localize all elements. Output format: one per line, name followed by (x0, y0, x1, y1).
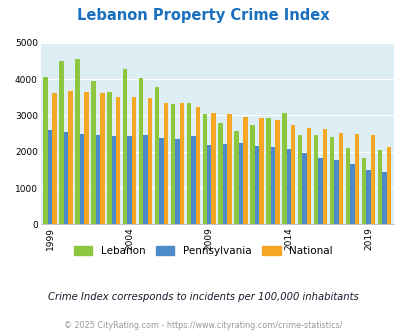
Bar (107, 92, 111, 224)
Bar (48, 130, 52, 224)
Bar (361, 158, 365, 224)
Bar (163, 103, 168, 224)
Bar (386, 148, 390, 224)
Bar (238, 144, 243, 224)
Bar (79, 134, 84, 224)
Bar (270, 147, 275, 224)
Bar (318, 158, 322, 224)
Bar (179, 103, 183, 224)
Bar (258, 118, 263, 224)
Bar (281, 113, 286, 224)
Bar (171, 104, 175, 224)
Bar (116, 97, 120, 224)
Bar (175, 139, 179, 224)
Bar (290, 124, 295, 224)
Bar (59, 61, 64, 224)
Bar (75, 59, 79, 224)
Bar (100, 93, 104, 224)
Bar (195, 107, 200, 224)
Bar (322, 129, 326, 224)
Bar (333, 160, 338, 224)
Bar (306, 128, 311, 224)
Bar (302, 152, 306, 224)
Bar (381, 172, 386, 224)
Bar (211, 113, 215, 224)
Text: Crime Index corresponds to incidents per 100,000 inhabitants: Crime Index corresponds to incidents per… (47, 292, 358, 302)
Bar (250, 125, 254, 224)
Bar (202, 114, 207, 224)
Bar (350, 164, 354, 224)
Bar (127, 136, 132, 224)
Bar (354, 134, 358, 224)
Bar (377, 149, 381, 224)
Bar (186, 103, 191, 224)
Bar (91, 81, 96, 224)
Text: © 2025 CityRating.com - https://www.cityrating.com/crime-statistics/: © 2025 CityRating.com - https://www.city… (64, 321, 341, 330)
Bar (365, 170, 370, 224)
Bar (43, 77, 48, 224)
Bar (139, 79, 143, 224)
Text: Lebanon Property Crime Index: Lebanon Property Crime Index (77, 8, 328, 23)
Bar (159, 138, 163, 224)
Bar (96, 135, 100, 224)
Bar (370, 135, 374, 224)
Bar (154, 87, 159, 224)
Bar (275, 120, 279, 224)
Legend: Lebanon, Pennsylvania, National: Lebanon, Pennsylvania, National (69, 242, 336, 260)
Bar (345, 148, 350, 224)
Bar (234, 131, 238, 224)
Bar (147, 98, 152, 224)
Bar (218, 123, 222, 224)
Bar (243, 116, 247, 224)
Bar (111, 136, 116, 224)
Bar (191, 136, 195, 224)
Bar (64, 132, 68, 224)
Bar (297, 135, 302, 224)
Bar (286, 149, 290, 224)
Bar (222, 144, 227, 224)
Bar (338, 133, 342, 224)
Bar (123, 69, 127, 224)
Bar (266, 118, 270, 224)
Bar (84, 91, 88, 224)
Bar (313, 135, 318, 224)
Bar (254, 146, 258, 224)
Bar (52, 93, 57, 224)
Bar (227, 114, 231, 224)
Bar (143, 135, 147, 224)
Bar (207, 145, 211, 224)
Bar (329, 137, 333, 224)
Bar (68, 91, 72, 224)
Bar (132, 97, 136, 224)
